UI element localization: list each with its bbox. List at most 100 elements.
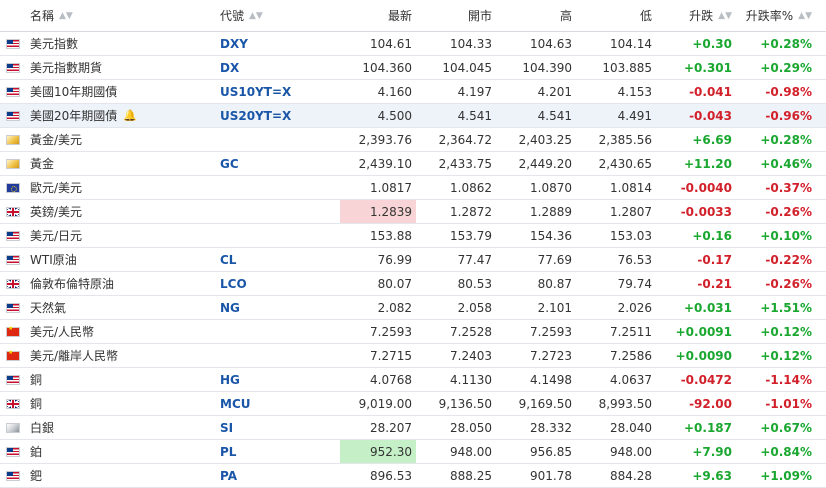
table-row[interactable]: 美元/離岸人民幣 7.2715 7.2403 7.2723 7.2586 +0.0090 +… — [0, 344, 826, 368]
table-row[interactable]: 黃金 GC 2,439.10 2,433.75 2,449.20 2,430.65 +11.… — [0, 152, 826, 176]
change-pct-column-header[interactable]: 升跌率% ▲▼ — [736, 0, 816, 31]
table-row[interactable]: 鈀 PA 896.53 888.25 901.78 884.28 +9.63 +1.09% — [0, 464, 826, 488]
instrument-code[interactable]: SI — [220, 420, 234, 435]
instrument-code[interactable]: MCU — [220, 396, 251, 411]
table-row[interactable]: 美國20年期國債 🔔 US20YT=X 4.500 4.541 4.541 4.491 -0.… — [0, 104, 826, 128]
instrument-name[interactable]: 銅 — [30, 397, 43, 411]
name-cell[interactable]: 美元指數 — [26, 32, 220, 55]
instrument-code[interactable]: GC — [220, 156, 239, 171]
name-cell[interactable]: 鉑 — [26, 440, 220, 463]
name-cell[interactable]: 天然氣 — [26, 296, 220, 319]
name-cell[interactable]: 銅 — [26, 392, 220, 415]
instrument-code[interactable]: LCO — [220, 276, 247, 291]
instrument-name[interactable]: 美國10年期國債 — [30, 85, 118, 99]
low-column-header[interactable]: 低 — [639, 9, 652, 23]
name-cell[interactable]: 美元指數期貨 — [26, 56, 220, 79]
instrument-code[interactable]: PA — [220, 468, 237, 483]
high-price: 1.2889 — [530, 204, 572, 219]
instrument-name[interactable]: 英鎊/美元 — [30, 205, 83, 219]
instrument-code[interactable] — [220, 128, 340, 151]
flag-cell — [0, 320, 26, 343]
instrument-name[interactable]: 美元指數 — [30, 37, 79, 51]
open-column-header[interactable]: 開市 — [467, 9, 492, 23]
add-alert-icon[interactable]: 🔔 — [123, 109, 137, 122]
table-row[interactable]: 銅 HG 4.0768 4.1130 4.1498 4.0637 -0.0472 -1.14% — [0, 368, 826, 392]
price-change-pct: +0.46% — [760, 156, 812, 171]
instrument-code[interactable]: CL — [220, 252, 237, 267]
name-cell[interactable]: 美元/人民幣 — [26, 320, 220, 343]
table-row[interactable]: 美元指數 DXY 104.61 104.33 104.63 104.14 +0.30 +0.2… — [0, 32, 826, 56]
instrument-name[interactable]: 倫敦布倫特原油 — [30, 277, 115, 291]
table-row[interactable]: 美國10年期國債 US10YT=X 4.160 4.197 4.201 4.153 -0.0… — [0, 80, 826, 104]
name-cell[interactable]: 鈀 — [26, 464, 220, 487]
last-price: 4.500 — [377, 108, 412, 123]
name-column-header[interactable]: 名稱 ▲▼ — [26, 0, 220, 31]
table-row[interactable]: 鉑 PL 952.30 948.00 956.85 948.00 +7.90 +0.84% — [0, 440, 826, 464]
sort-icon[interactable]: ▲▼ — [249, 10, 263, 21]
last-column-header[interactable]: 最新 — [387, 9, 412, 23]
name-cell[interactable]: 白銀 — [26, 416, 220, 439]
table-row[interactable]: 白銀 SI 28.207 28.050 28.332 28.040 +0.187 +0.67% — [0, 416, 826, 440]
instrument-code[interactable]: DX — [220, 60, 240, 75]
instrument-code[interactable] — [220, 344, 340, 367]
instrument-code[interactable] — [220, 176, 340, 199]
name-cell[interactable]: 倫敦布倫特原油 — [26, 272, 220, 295]
name-cell[interactable]: 銅 — [26, 368, 220, 391]
price-change: +6.69 — [692, 132, 732, 147]
instrument-name[interactable]: 黃金/美元 — [30, 133, 83, 147]
table-row[interactable]: 美元/人民幣 7.2593 7.2528 7.2593 7.2511 +0.0091 +0.… — [0, 320, 826, 344]
instrument-name[interactable]: WTI原油 — [30, 253, 77, 267]
name-cell[interactable]: 黃金 — [26, 152, 220, 175]
sort-icon[interactable]: ▲▼ — [718, 10, 732, 21]
table-row[interactable]: 英鎊/美元 1.2839 1.2872 1.2889 1.2807 -0.0033 -0.2… — [0, 200, 826, 224]
instrument-name[interactable]: 歐元/美元 — [30, 181, 83, 195]
table-row[interactable]: 天然氣 NG 2.082 2.058 2.101 2.026 +0.031 +1.51% — [0, 296, 826, 320]
table-row[interactable]: WTI原油 CL 76.99 77.47 77.69 76.53 -0.17 -0.22% — [0, 248, 826, 272]
flag-column-header — [0, 0, 26, 31]
instrument-name[interactable]: 銅 — [30, 373, 43, 387]
price-change: +0.031 — [683, 300, 732, 315]
table-row[interactable]: 黃金/美元 2,393.76 2,364.72 2,403.25 2,385.56 +6.… — [0, 128, 826, 152]
name-cell[interactable]: 美元/日元 — [26, 224, 220, 247]
name-cell[interactable]: 美國10年期國債 — [26, 80, 220, 103]
name-cell[interactable]: 美元/離岸人民幣 — [26, 344, 220, 367]
instrument-name[interactable]: 黃金 — [30, 157, 55, 171]
name-cell[interactable]: 歐元/美元 — [26, 176, 220, 199]
instrument-name[interactable]: 鉑 — [30, 445, 43, 459]
open-price: 2,364.72 — [438, 132, 492, 147]
instrument-code[interactable]: US20YT=X — [220, 108, 292, 123]
table-row[interactable]: 美元/日元 153.88 153.79 154.36 153.03 +0.16 +0.10% — [0, 224, 826, 248]
code-column-header[interactable]: 代號 ▲▼ — [220, 0, 340, 31]
instrument-name[interactable]: 鈀 — [30, 469, 43, 483]
open-price: 153.79 — [450, 228, 492, 243]
name-cell[interactable]: 美國20年期國債 🔔 — [26, 104, 220, 127]
change-column-header[interactable]: 升跌 ▲▼ — [656, 0, 736, 31]
high-column-header[interactable]: 高 — [559, 9, 572, 23]
instrument-name[interactable]: 白銀 — [30, 421, 55, 435]
instrument-code[interactable]: US10YT=X — [220, 84, 292, 99]
table-row[interactable]: 倫敦布倫特原油 LCO 80.07 80.53 80.87 79.74 -0.21 -0.26… — [0, 272, 826, 296]
instrument-name[interactable]: 美元/日元 — [30, 229, 83, 243]
instrument-name[interactable]: 美國20年期國債 — [30, 109, 118, 123]
instrument-name[interactable]: 美元指數期貨 — [30, 61, 103, 75]
name-cell[interactable]: 黃金/美元 — [26, 128, 220, 151]
instrument-code[interactable]: HG — [220, 372, 240, 387]
instrument-code[interactable] — [220, 200, 340, 223]
table-row[interactable]: 美元指數期貨 DX 104.360 104.045 104.390 103.885 +0.3… — [0, 56, 826, 80]
instrument-code[interactable] — [220, 224, 340, 247]
sort-icon[interactable]: ▲▼ — [798, 10, 812, 21]
sort-icon[interactable]: ▲▼ — [59, 10, 73, 21]
open-price: 9,136.50 — [438, 396, 492, 411]
instrument-code[interactable] — [220, 320, 340, 343]
instrument-code[interactable]: NG — [220, 300, 240, 315]
name-cell[interactable]: 英鎊/美元 — [26, 200, 220, 223]
instrument-code[interactable]: PL — [220, 444, 237, 459]
name-cell[interactable]: WTI原油 — [26, 248, 220, 271]
instrument-name[interactable]: 美元/離岸人民幣 — [30, 349, 119, 363]
instrument-name[interactable]: 天然氣 — [30, 301, 67, 315]
instrument-code[interactable]: DXY — [220, 36, 248, 51]
open-price: 104.33 — [450, 36, 492, 51]
table-row[interactable]: 銅 MCU 9,019.00 9,136.50 9,169.50 8,993.50 -92.… — [0, 392, 826, 416]
table-row[interactable]: 歐元/美元 1.0817 1.0862 1.0870 1.0814 -0.0040 -0.3… — [0, 176, 826, 200]
instrument-name[interactable]: 美元/人民幣 — [30, 325, 95, 339]
